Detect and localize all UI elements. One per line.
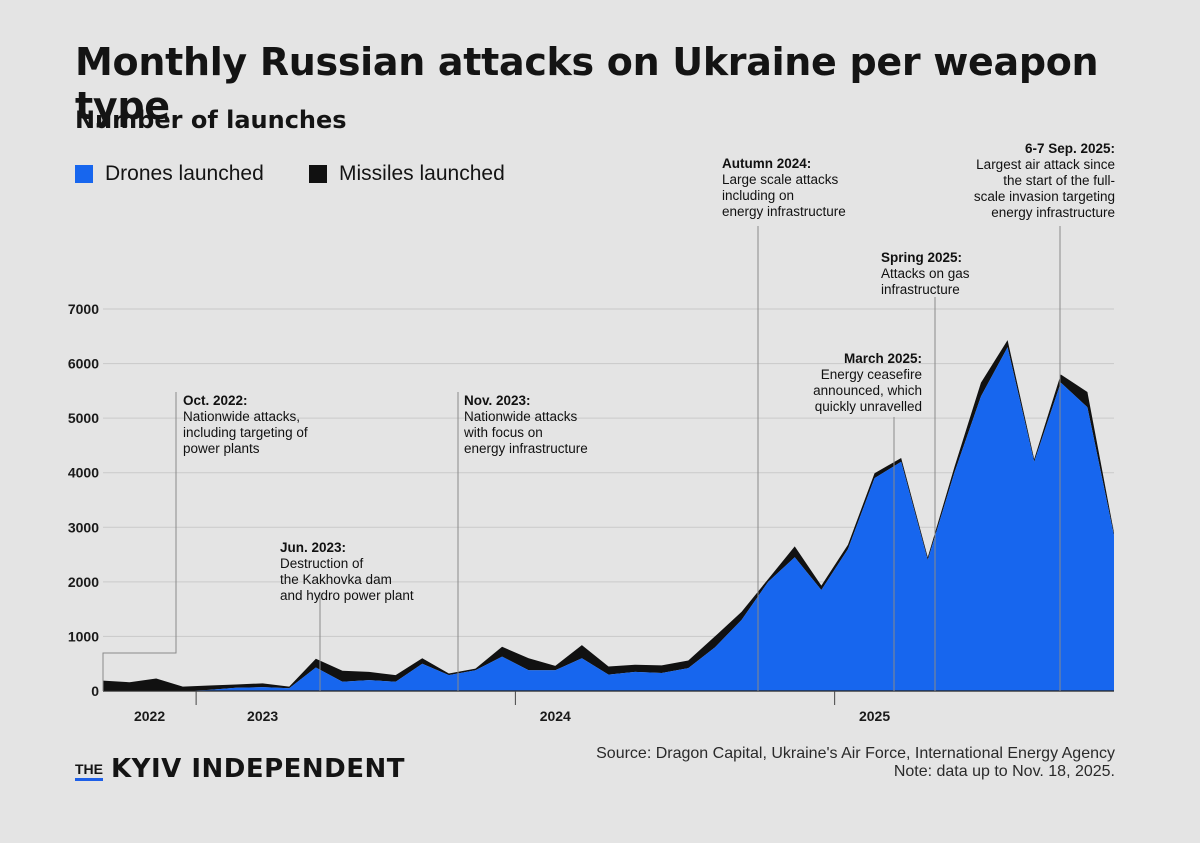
annotation-text: Large scale attacks <box>722 172 839 187</box>
x-tick-label: 2023 <box>247 708 278 724</box>
data-note: Note: data up to Nov. 18, 2025. <box>893 763 1115 780</box>
annotation-text: including targeting of <box>183 425 308 440</box>
annotation-leader-line <box>102 392 177 691</box>
y-tick-label: 1000 <box>68 628 99 644</box>
annotation-title: March 2025: <box>844 351 922 366</box>
y-tick-label: 6000 <box>68 356 99 372</box>
annotation-text: power plants <box>183 441 260 456</box>
chart-subtitle: Number of launches <box>75 106 347 134</box>
annotation-text: announced, which <box>813 383 922 398</box>
annotation-text: infrastructure <box>881 282 960 297</box>
y-tick-label: 3000 <box>68 519 99 535</box>
y-tick-label: 5000 <box>68 410 99 426</box>
annotation-title: Oct. 2022: <box>183 393 248 408</box>
annotation-text: Attacks on gas <box>881 266 970 281</box>
annotation-text: Largest air attack since <box>976 157 1115 172</box>
annotation-title: 6-7 Sep. 2025: <box>1025 141 1115 156</box>
source-note: Source: Dragon Capital, Ukraine's Air Fo… <box>596 745 1115 762</box>
annotation-text: Nationwide attacks, <box>183 409 300 424</box>
legend-label-missiles: Missiles launched <box>339 162 505 185</box>
brand-logo: THE KYIV INDEPENDENT <box>75 754 405 784</box>
annotation-text: including on <box>722 188 794 203</box>
x-tick-label: 2025 <box>859 708 890 724</box>
annotation-title: Autumn 2024: <box>722 156 811 171</box>
annotation-title: Spring 2025: <box>881 250 962 265</box>
annotation-text: energy infrastructure <box>722 204 846 219</box>
legend-item-missiles: Missiles launched <box>309 160 505 188</box>
legend-item-drones: Drones launched <box>75 160 264 188</box>
chart-title: Monthly Russian attacks on Ukraine per w… <box>75 40 1099 128</box>
legend-swatch-missiles <box>309 165 327 183</box>
y-tick-label: 4000 <box>68 465 99 481</box>
legend-swatch-drones <box>75 165 93 183</box>
annotation-text: quickly unravelled <box>815 399 922 414</box>
annotation-text: Nationwide attacks <box>464 409 578 424</box>
annotation-title: Nov. 2023: <box>464 393 531 408</box>
brand-name: KYIV INDEPENDENT <box>111 754 406 784</box>
x-tick-label: 2022 <box>134 708 165 724</box>
y-tick-label: 7000 <box>68 301 99 317</box>
y-tick-label: 0 <box>91 683 99 699</box>
annotation-text: and hydro power plant <box>280 588 414 603</box>
annotation-text: with focus on <box>463 425 543 440</box>
drones-area <box>103 347 1114 691</box>
annotation-text: the Kakhovka dam <box>280 572 392 587</box>
y-tick-label: 2000 <box>68 574 99 590</box>
annotation-text: Energy ceasefire <box>821 367 922 382</box>
annotation-text: scale invasion targeting <box>974 189 1115 204</box>
annotation-title: Jun. 2023: <box>280 540 346 555</box>
brand-the: THE <box>75 762 103 781</box>
annotation-text: the start of the full- <box>1003 173 1115 188</box>
annotation-text: Destruction of <box>280 556 364 571</box>
annotation-text: energy infrastructure <box>464 441 588 456</box>
x-tick-label: 2024 <box>540 708 571 724</box>
annotation-text: energy infrastructure <box>991 205 1115 220</box>
legend-label-drones: Drones launched <box>105 162 264 185</box>
